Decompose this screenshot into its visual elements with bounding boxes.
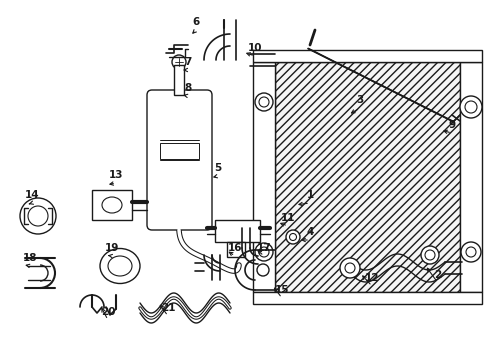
- Text: 12: 12: [364, 273, 379, 283]
- Bar: [252, 62, 274, 292]
- Circle shape: [465, 247, 475, 257]
- Bar: [252, 50, 481, 62]
- Text: 18: 18: [23, 253, 37, 263]
- Bar: [252, 292, 481, 304]
- Text: 9: 9: [447, 120, 455, 130]
- Bar: [160, 143, 199, 159]
- Circle shape: [345, 263, 354, 273]
- Ellipse shape: [108, 256, 132, 276]
- Ellipse shape: [100, 248, 140, 284]
- Text: 4: 4: [305, 227, 313, 237]
- FancyBboxPatch shape: [147, 90, 212, 230]
- Circle shape: [424, 250, 434, 260]
- Text: 15: 15: [274, 285, 289, 295]
- Text: 10: 10: [247, 43, 262, 53]
- Text: 17: 17: [256, 243, 271, 253]
- Circle shape: [20, 198, 56, 234]
- Circle shape: [257, 264, 268, 276]
- Circle shape: [460, 242, 480, 262]
- Circle shape: [254, 243, 272, 261]
- Text: 1: 1: [306, 190, 313, 200]
- Text: 20: 20: [101, 307, 115, 317]
- Text: 7: 7: [184, 57, 191, 67]
- Circle shape: [105, 253, 110, 258]
- Text: 5: 5: [214, 163, 221, 173]
- Text: 11: 11: [280, 213, 295, 223]
- Text: 21: 21: [161, 303, 175, 313]
- Bar: [174, 65, 183, 95]
- Bar: [215, 220, 260, 242]
- Circle shape: [28, 206, 48, 226]
- Ellipse shape: [102, 197, 122, 213]
- Circle shape: [129, 274, 134, 279]
- Text: 8: 8: [184, 83, 191, 93]
- Circle shape: [259, 97, 268, 107]
- Text: 16: 16: [227, 243, 242, 253]
- Text: 19: 19: [104, 243, 119, 253]
- Text: 3: 3: [356, 95, 363, 105]
- Circle shape: [464, 101, 476, 113]
- Circle shape: [459, 96, 481, 118]
- Bar: [274, 62, 459, 292]
- Bar: [459, 62, 481, 292]
- Text: 13: 13: [108, 170, 123, 180]
- Text: 6: 6: [192, 17, 199, 27]
- Circle shape: [285, 230, 299, 244]
- Text: 2: 2: [433, 270, 441, 280]
- Bar: [226, 242, 244, 257]
- Circle shape: [105, 274, 110, 279]
- Circle shape: [254, 93, 272, 111]
- Circle shape: [172, 55, 185, 69]
- Circle shape: [289, 234, 296, 240]
- Circle shape: [339, 258, 359, 278]
- Circle shape: [129, 253, 134, 258]
- Circle shape: [420, 246, 438, 264]
- Bar: [92, 190, 132, 220]
- Circle shape: [259, 247, 268, 257]
- Ellipse shape: [94, 191, 130, 219]
- Text: 14: 14: [24, 190, 39, 200]
